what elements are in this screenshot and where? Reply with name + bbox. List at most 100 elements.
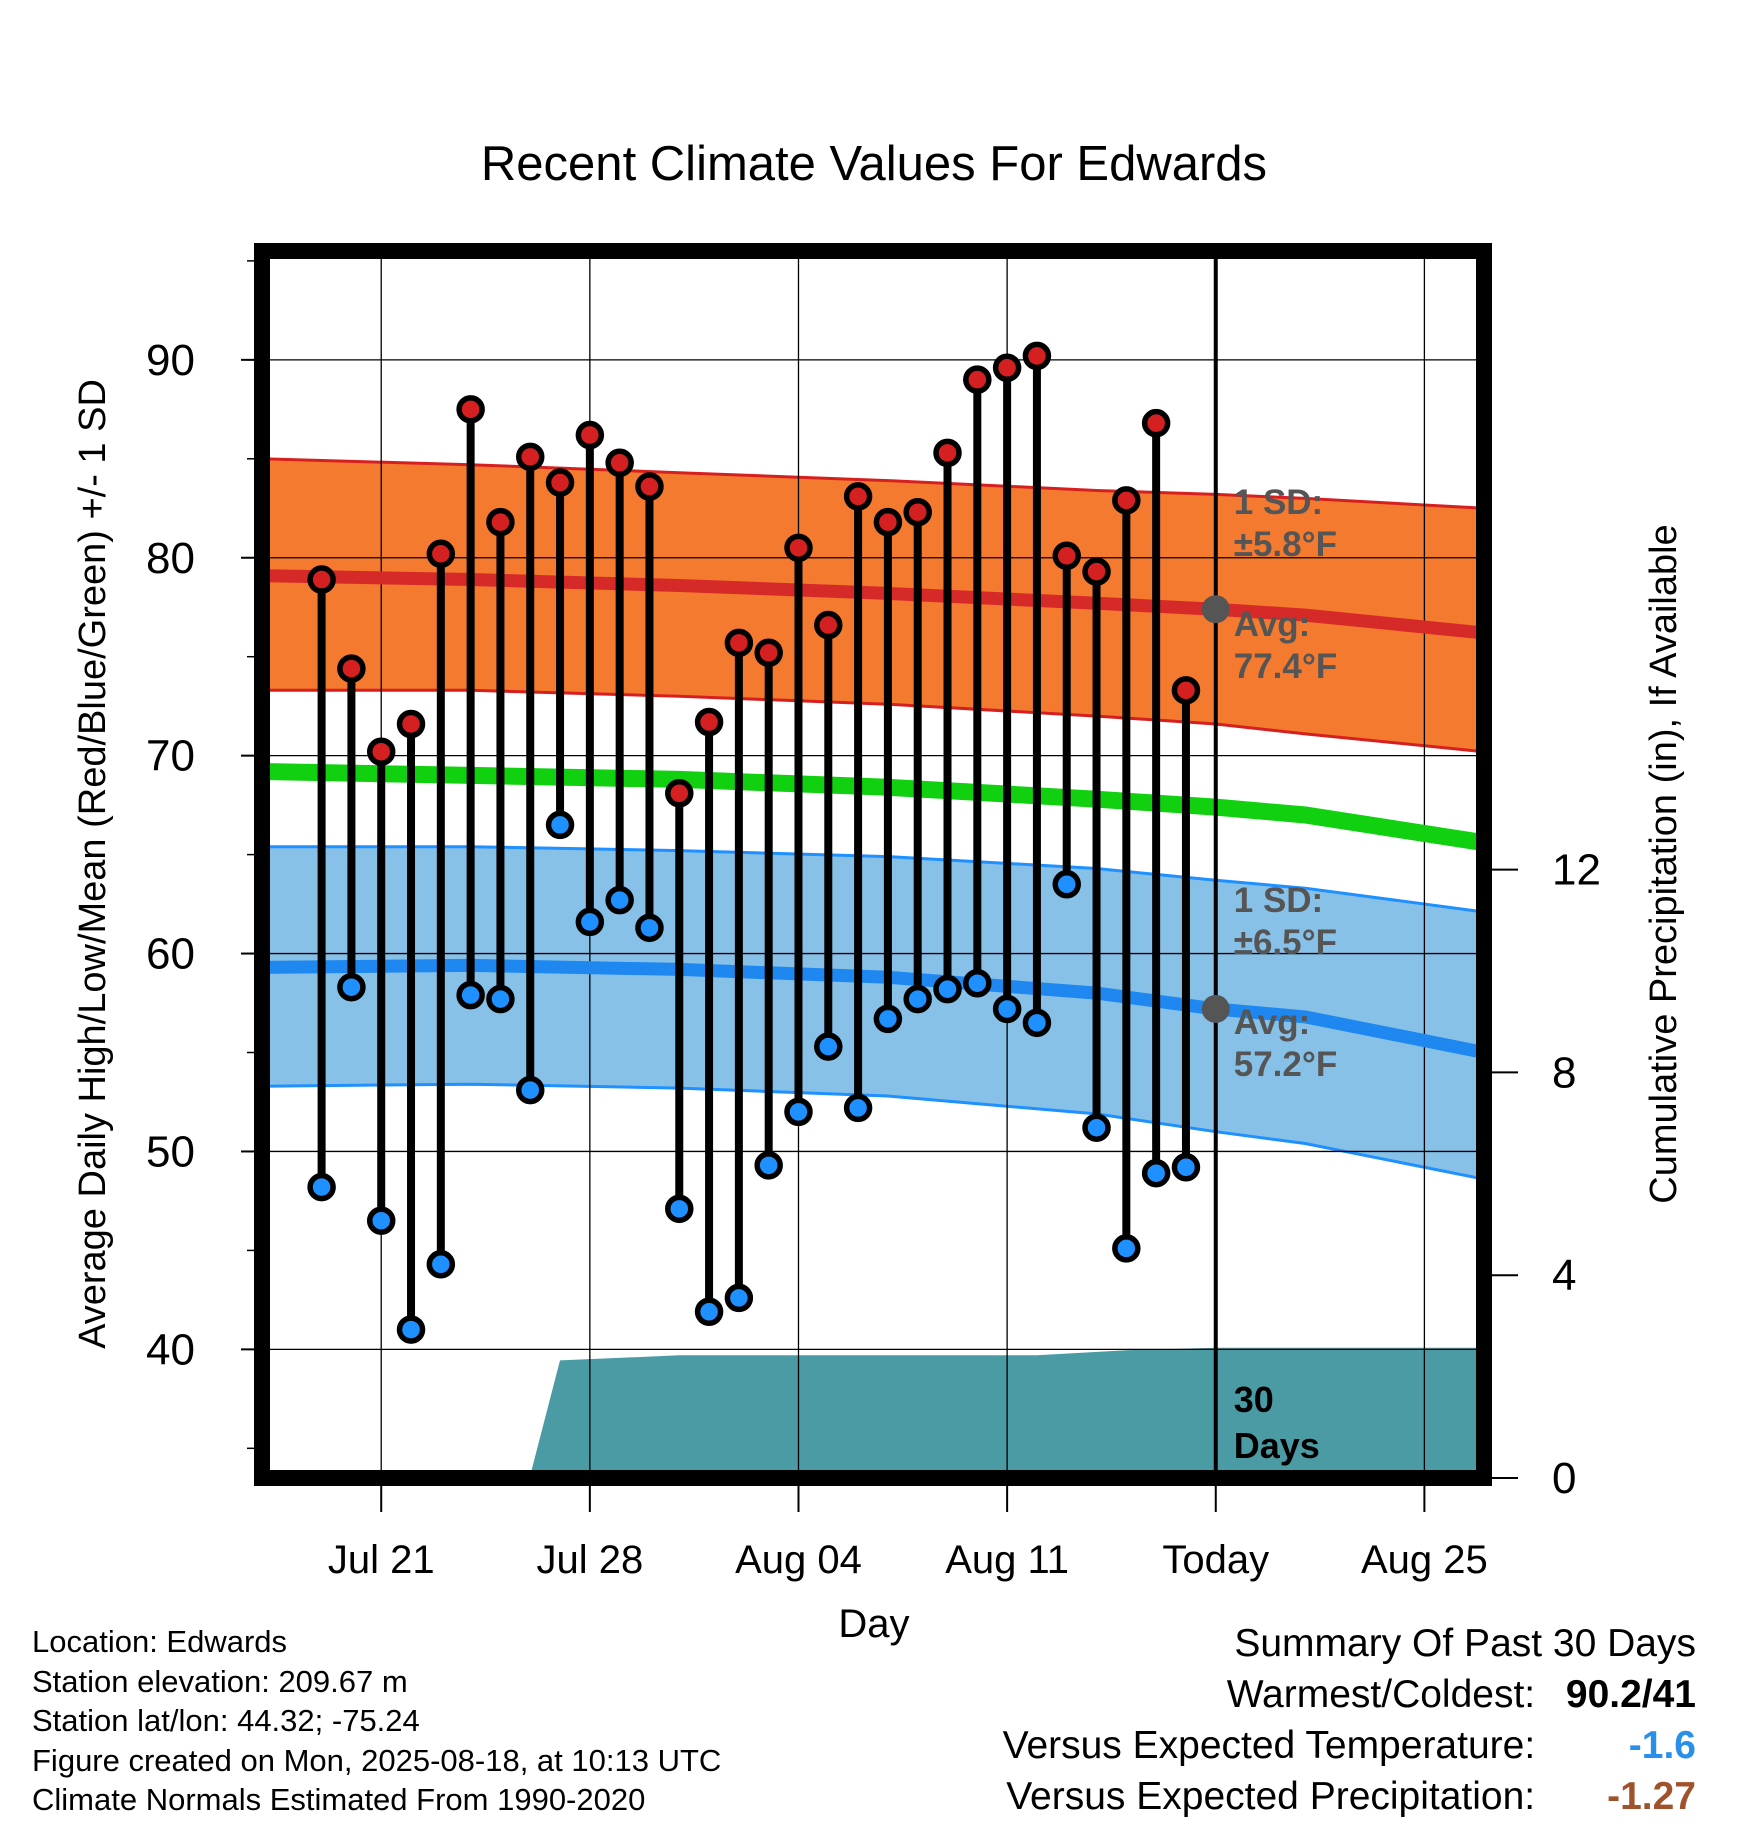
precipitation-departure-value: -1.27 [1607,1775,1696,1818]
low-point [337,972,366,1002]
low-point [366,1206,396,1235]
high-sd-title: 1 SD: [1234,483,1323,522]
warmest-coldest-value: 90.2/41 [1565,1673,1696,1716]
low-point [486,984,515,1014]
created-text: Figure created on Mon, 2025-08-18, at 10… [32,1742,722,1778]
low-point [575,907,605,937]
y-tick-label: 40 [146,1325,195,1374]
y-axis-label: Average Daily High/Low/Mean (Red/Blue/Gr… [72,379,114,1349]
high-avg-value: 77.4°F [1234,647,1338,686]
low-point [396,1315,426,1344]
low-point [784,1097,813,1127]
high-point [1171,676,1201,705]
low-point [1112,1234,1141,1263]
low-point [515,1075,545,1105]
today-high-normal-marker [1201,595,1230,624]
y-tick-label: 50 [146,1127,195,1176]
temperature-departure-value: -1.6 [1628,1724,1696,1767]
low-point [635,913,664,943]
high-point [694,707,724,737]
high-point [307,565,336,594]
high-normal-band-lower-edge [262,688,1484,754]
high-point [605,448,634,478]
low-point [426,1250,456,1279]
x-axis-label: Day [838,1602,909,1646]
high-point [933,438,962,468]
temperature-departure-label: Versus Expected Temperature: [1002,1724,1536,1767]
high-normal-band-upper-edge [262,457,1484,510]
x-tick-label: Today [1162,1538,1269,1582]
high-point [486,507,515,537]
low-avg-value: 57.2°F [1234,1045,1338,1084]
low-point [1022,1008,1052,1038]
low-point [754,1151,783,1180]
high-normal-line [262,569,1484,640]
y2-axis-label: Cumulative Precipitation (in), If Availa… [1643,524,1685,1203]
high-point [1141,408,1171,438]
high-point [635,472,664,501]
chart-title: Recent Climate Values For Edwards [481,137,1267,191]
low-point [307,1172,336,1202]
days-label: Days [1234,1425,1320,1466]
warmest-coldest-label: Warmest/Coldest: [1226,1673,1536,1716]
high-point [814,610,843,640]
mean-normal-line [262,763,1484,852]
low-point [665,1194,694,1224]
high-point [1022,341,1052,371]
elevation-text: Station elevation: 209.67 m [32,1663,408,1699]
precipitation-departure-row: Versus Expected Precipitation: -1.27 [796,1771,1696,1822]
low-point [724,1283,754,1313]
low-point [903,984,932,1014]
high-point [873,507,903,537]
low-point [456,980,485,1010]
x-tick-label: Aug 25 [1361,1538,1488,1582]
high-point [396,709,426,739]
low-point [1052,870,1081,899]
high-point [456,395,485,424]
high-point [903,497,932,527]
low-avg-title: Avg: [1234,1003,1310,1042]
low-point [694,1297,724,1327]
low-normal-line [262,958,1484,1059]
low-normal-band-lower-edge [262,1082,1484,1181]
low-point [963,968,992,998]
x-tick-label: Jul 28 [536,1538,643,1582]
y-tick-label: 90 [146,336,195,385]
x-tick-label: Aug 11 [945,1538,1069,1582]
low-normal-band [262,846,1484,1180]
station-info: Location: Edwards Station elevation: 209… [32,1622,721,1820]
summary-title: Summary Of Past 30 Days [1234,1622,1696,1665]
y2-tick-label: 0 [1552,1454,1576,1503]
high-point [426,539,456,569]
y2-tick-label: 12 [1552,846,1601,895]
high-point [575,420,605,450]
x-tick-label: Aug 04 [735,1538,862,1582]
high-sd-value: ±5.8°F [1234,525,1337,564]
warmest-coldest-row: Warmest/Coldest: 90.2/41 [796,1669,1696,1720]
high-point [784,533,813,563]
low-normal-band-upper-edge [262,845,1484,914]
low-point [992,994,1022,1024]
low-point [843,1093,873,1123]
low-point [1082,1113,1111,1142]
high-avg-title: Avg: [1234,605,1310,644]
high-point [963,365,992,394]
low-point [1141,1158,1171,1188]
x-tick-label: Jul 21 [328,1538,435,1582]
latlon-text: Station lat/lon: 44.32; -75.24 [32,1703,420,1738]
low-point [814,1032,843,1061]
low-sd-title: 1 SD: [1234,881,1323,920]
high-point [1112,486,1141,515]
location-text: Location: Edwards [32,1624,288,1659]
precipitation-area [262,1347,1484,1478]
high-point [665,779,694,808]
high-point [366,737,396,766]
precipitation-departure-label: Versus Expected Precipitation: [1006,1775,1536,1818]
low-sd-value: ±6.5°F [1234,923,1337,962]
y-tick-label: 80 [146,534,195,583]
low-point [1171,1153,1201,1182]
high-point [515,442,545,472]
temperature-departure-row: Versus Expected Temperature: -1.6 [796,1720,1696,1771]
summary-panel: Summary Of Past 30 Days Warmest/Coldest:… [796,1618,1696,1822]
low-point [545,810,575,840]
